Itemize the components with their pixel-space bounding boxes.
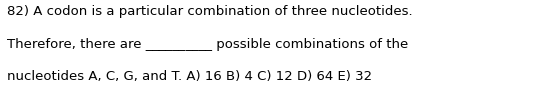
Text: Therefore, there are __________ possible combinations of the: Therefore, there are __________ possible… <box>7 38 408 51</box>
Text: 82) A codon is a particular combination of three nucleotides.: 82) A codon is a particular combination … <box>7 5 413 18</box>
Text: nucleotides A, C, G, and T. A) 16 B) 4 C) 12 D) 64 E) 32: nucleotides A, C, G, and T. A) 16 B) 4 C… <box>7 70 372 83</box>
